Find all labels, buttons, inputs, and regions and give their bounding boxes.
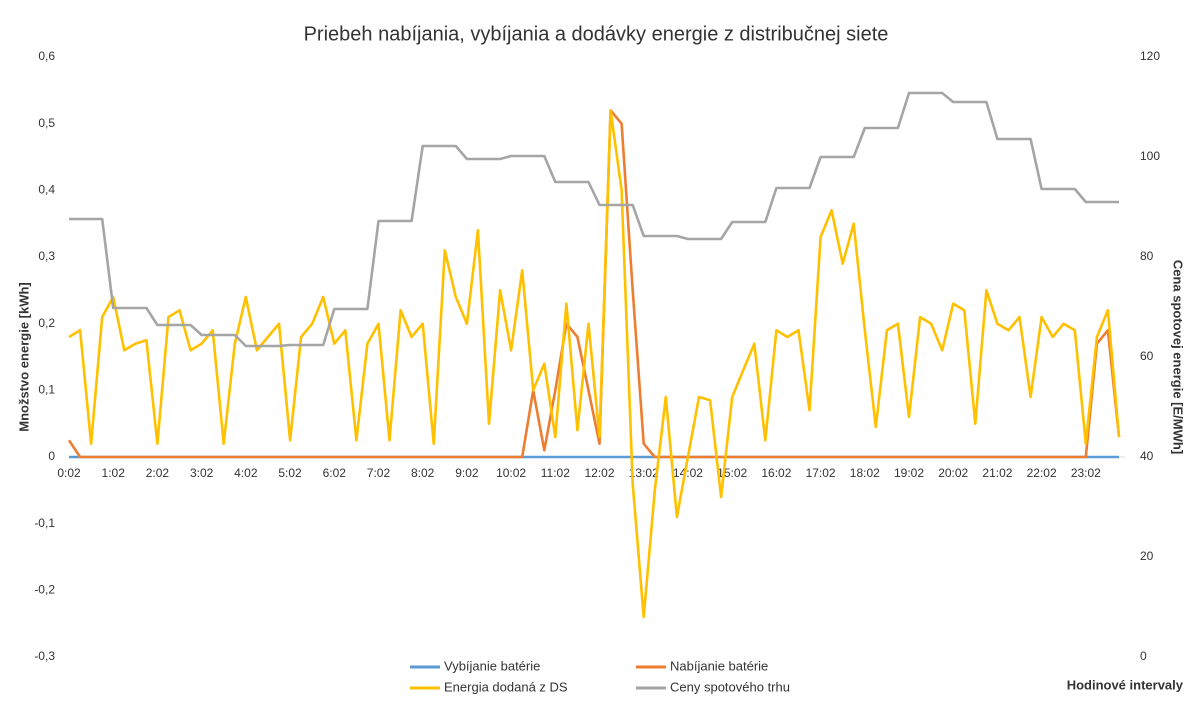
y-tick-label: 0,1: [38, 383, 55, 397]
x-tick-label: 7:02: [367, 466, 391, 480]
y2-axis-title: Cena spotovej energie [E/MWh]: [1171, 260, 1186, 454]
x-tick-label: 8:02: [411, 466, 435, 480]
x-tick-label: 9:02: [455, 466, 479, 480]
y-tick-label: 0,6: [38, 49, 55, 63]
x-tick-label: 1:02: [102, 466, 126, 480]
series-line: [67, 109, 1121, 459]
x-axis-title: Hodinové intervaly: [1067, 677, 1184, 692]
y-tick-label: 0,4: [38, 183, 55, 197]
x-tick-label: 11:02: [541, 466, 570, 480]
legend-label: Vybíjanie batérie: [444, 658, 540, 673]
x-tick-label: 17:02: [806, 466, 836, 480]
y-tick-label: -0,3: [34, 649, 55, 663]
x-tick-label: 6:02: [323, 466, 347, 480]
y2-tick-label: 20: [1140, 549, 1154, 563]
x-tick-label: 21:02: [982, 466, 1012, 480]
x-tick-label: 16:02: [761, 466, 791, 480]
legend-label: Energia dodaná z DS: [444, 679, 568, 694]
x-tick-label: 10:02: [496, 466, 526, 480]
y-tick-label: 0: [48, 449, 55, 463]
x-tick-label: 12:02: [585, 466, 615, 480]
x-tick-label: 19:02: [894, 466, 924, 480]
y2-tick-label: 120: [1140, 49, 1160, 63]
x-tick-label: 22:02: [1027, 466, 1057, 480]
y-tick-label: 0,2: [38, 316, 55, 330]
y-tick-label: 0,3: [38, 249, 55, 263]
y-tick-label: 0,5: [38, 116, 55, 130]
x-tick-label: 18:02: [850, 466, 880, 480]
y-tick-label: -0,2: [34, 583, 55, 597]
y2-tick-label: 80: [1140, 249, 1154, 263]
x-tick-label: 23:02: [1071, 466, 1101, 480]
x-tick-label: 3:02: [190, 466, 214, 480]
x-tick-label: 0:02: [57, 466, 81, 480]
y-axis-title: Množstvo energie [kWh]: [16, 282, 31, 432]
y2-tick-label: 100: [1140, 149, 1160, 163]
y2-tick-label: 0: [1140, 649, 1147, 663]
x-tick-label: 4:02: [234, 466, 258, 480]
x-tick-label: 2:02: [146, 466, 170, 480]
legend-label: Ceny spotového trhu: [670, 679, 790, 694]
chart-title: Priebeh nabíjania, vybíjania a dodávky e…: [304, 23, 889, 45]
series-line: [69, 91, 1119, 348]
y2-tick-label: 40: [1140, 449, 1154, 463]
x-tick-label: 5:02: [278, 466, 302, 480]
y-tick-label: -0,1: [34, 516, 55, 530]
x-tick-label: 15:02: [717, 466, 747, 480]
x-tick-label: 13:02: [629, 466, 659, 480]
x-tick-label: 14:02: [673, 466, 703, 480]
x-tick-label: 20:02: [938, 466, 968, 480]
legend-label: Nabíjanie batérie: [670, 658, 768, 673]
series-line: [68, 109, 1121, 619]
y2-tick-label: 60: [1140, 349, 1154, 363]
